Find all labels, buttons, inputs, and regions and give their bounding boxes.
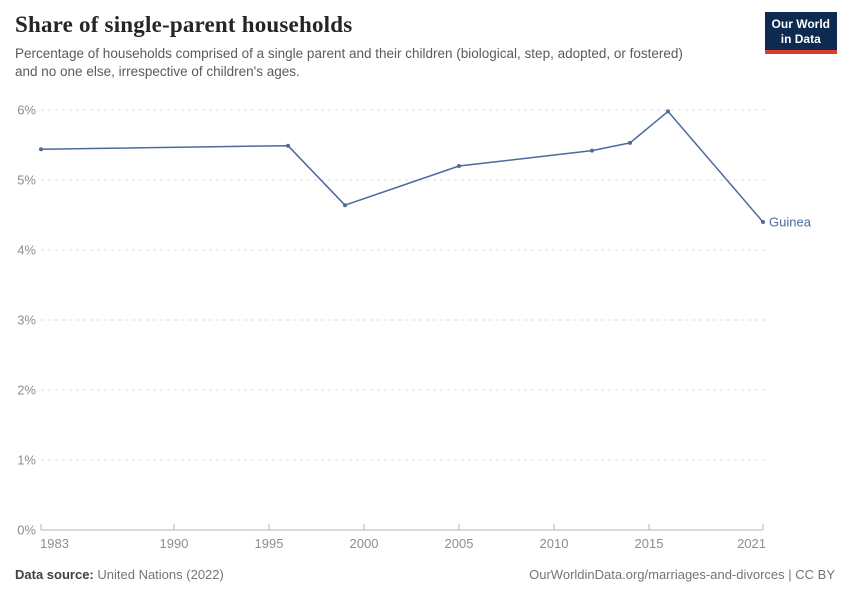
data-point[interactable] [761, 220, 765, 224]
x-tick-label: 2005 [445, 536, 474, 551]
y-tick-label: 6% [17, 103, 36, 118]
data-point[interactable] [286, 143, 290, 148]
data-source-label: Data source: [15, 567, 94, 582]
page-title: Share of single-parent households [15, 12, 353, 37]
data-point[interactable] [343, 203, 347, 208]
data-point[interactable] [39, 147, 43, 152]
guinea-line[interactable] [40, 110, 764, 223]
x-tick-label: 1983 [40, 536, 69, 551]
x-tick-label: 2010 [540, 536, 569, 551]
y-tick-label: 0% [17, 523, 36, 538]
x-tick-label: 2000 [350, 536, 379, 551]
x-tick-label: 1990 [160, 536, 189, 551]
y-tick-label: 3% [17, 313, 36, 328]
owid-logo-line1: Our World [771, 17, 830, 31]
data-source: Data source: United Nations (2022) [15, 567, 224, 582]
y-tick-label: 5% [17, 173, 36, 188]
series-label: Guinea [769, 215, 812, 230]
y-tick-label: 2% [17, 383, 36, 398]
x-tick-label: 1995 [255, 536, 284, 551]
data-point[interactable] [628, 140, 632, 145]
credit-text: OurWorldinData.org/marriages-and-divorce… [529, 567, 835, 582]
x-tick-label: 2015 [635, 536, 664, 551]
owid-logo[interactable]: Our World in Data [764, 12, 837, 54]
y-tick-label: 4% [17, 243, 36, 258]
y-tick-label: 1% [17, 453, 36, 468]
chart-header: Share of single-parent households Percen… [15, 12, 690, 80]
data-source-value: United Nations (2022) [97, 567, 224, 582]
data-point[interactable] [590, 148, 594, 153]
owid-logo-line2: in Data [780, 32, 821, 46]
data-point[interactable] [457, 164, 461, 168]
x-tick-label: 2021 [737, 536, 766, 551]
chart-footer: Data source: United Nations (2022) OurWo… [15, 567, 835, 582]
data-point[interactable] [666, 109, 670, 114]
chart-subtitle: Percentage of households comprised of a … [15, 46, 683, 79]
